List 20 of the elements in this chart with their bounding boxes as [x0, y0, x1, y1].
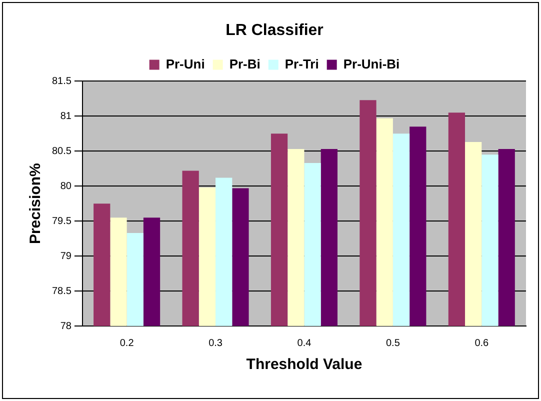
y-tick-label: 79.5 [52, 216, 72, 227]
legend-label: Pr-Uni [166, 56, 205, 72]
x-tick-label: 0.4 [297, 338, 312, 349]
x-tick-label: 0.3 [208, 338, 223, 349]
y-tick-label: 81.5 [52, 76, 72, 87]
x-tick-label: 0.6 [474, 338, 490, 349]
y-axis-title: Precision% [27, 163, 44, 244]
y-tick-label: 80.5 [52, 146, 72, 157]
y-tick-label: 78 [60, 320, 72, 332]
legend-label: Pr-Tri [284, 56, 319, 72]
x-axis-title: Threshold Value [246, 356, 362, 374]
x-tick-label: 0.2 [120, 338, 134, 349]
y-tick-label: 79 [60, 250, 72, 262]
x-tick-label: 0.5 [386, 338, 400, 349]
y-tick-label: 80 [60, 180, 72, 192]
chart-title: LR Classifier [226, 22, 324, 40]
legend-label: Pr-Bi [229, 56, 260, 72]
y-tick-label: 78.5 [52, 286, 72, 297]
legend-label: Pr-Uni-Bi [343, 56, 400, 72]
y-tick-label: 81 [60, 110, 72, 122]
